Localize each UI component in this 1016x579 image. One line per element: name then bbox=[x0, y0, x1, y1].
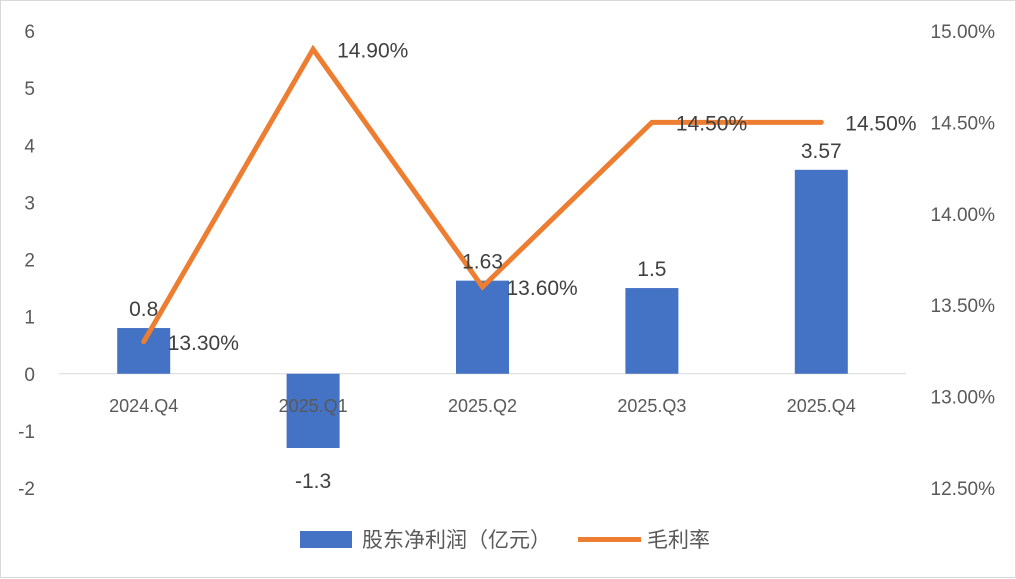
bar-data-labels: 0.8 -1.3 1.63 1.5 3.57 bbox=[129, 140, 842, 493]
x-tick-label: 2025.Q1 bbox=[279, 396, 348, 416]
y-right-tick-label: 14.50% bbox=[931, 113, 996, 134]
bar bbox=[117, 328, 171, 374]
line-data-label: 14.50% bbox=[676, 112, 747, 135]
y-left-tick-label: 5 bbox=[24, 79, 35, 100]
y-left-tick-label: 3 bbox=[24, 193, 35, 214]
x-tick-label: 2025.Q4 bbox=[787, 396, 856, 416]
bar-data-label: -1.3 bbox=[295, 470, 331, 493]
legend-label-bar: 股东净利润（亿元） bbox=[362, 529, 551, 552]
y-left-tick-label: 4 bbox=[24, 136, 35, 157]
bar bbox=[625, 288, 679, 374]
legend: 股东净利润（亿元） 毛利率 bbox=[300, 529, 710, 552]
y-left-tick-label: 6 bbox=[24, 22, 35, 43]
bar bbox=[286, 373, 340, 449]
bar-series bbox=[117, 169, 848, 449]
y-right-tick-label: 13.00% bbox=[931, 388, 996, 409]
legend-swatch-bar bbox=[300, 531, 352, 548]
y-left-tick-label: -2 bbox=[18, 479, 35, 500]
y-left-tick-label: 2 bbox=[24, 251, 35, 272]
legend-label-line: 毛利率 bbox=[647, 529, 710, 552]
line-data-label: 13.60% bbox=[507, 277, 578, 300]
y-right-tick-label: 13.50% bbox=[931, 296, 996, 317]
line-data-label: 13.30% bbox=[168, 332, 239, 355]
x-tick-label: 2025.Q3 bbox=[617, 396, 686, 416]
line-data-labels: 13.30% 14.90% 13.60% 14.50% 14.50% bbox=[168, 39, 917, 354]
x-axis-labels: 2024.Q4 2025.Q1 2025.Q2 2025.Q3 2025.Q4 bbox=[109, 396, 856, 416]
y-right-tick-label: 12.50% bbox=[931, 479, 996, 500]
y-left-axis: 6 5 4 3 2 1 0 -1 -2 bbox=[18, 22, 35, 500]
y-right-tick-label: 15.00% bbox=[931, 22, 996, 43]
x-tick-label: 2024.Q4 bbox=[109, 396, 178, 416]
line-path bbox=[141, 44, 824, 345]
line-data-label: 14.50% bbox=[845, 112, 916, 135]
bar bbox=[794, 169, 848, 374]
bar-data-label: 0.8 bbox=[129, 298, 158, 321]
y-right-tick-label: 14.00% bbox=[931, 205, 996, 226]
line-data-label: 14.90% bbox=[337, 39, 408, 62]
bar-data-label: 1.63 bbox=[462, 251, 503, 274]
y-left-tick-label: -1 bbox=[18, 422, 35, 443]
bar-data-label: 3.57 bbox=[801, 140, 842, 163]
x-tick-label: 2025.Q2 bbox=[448, 396, 517, 416]
bar bbox=[456, 280, 509, 374]
y-left-tick-label: 1 bbox=[24, 308, 35, 329]
y-left-tick-label: 0 bbox=[24, 365, 35, 386]
bar-data-label: 1.5 bbox=[637, 258, 666, 281]
y-right-axis: 15.00% 14.50% 14.00% 13.50% 13.00% 12.50% bbox=[931, 22, 996, 500]
line-series bbox=[141, 44, 824, 345]
